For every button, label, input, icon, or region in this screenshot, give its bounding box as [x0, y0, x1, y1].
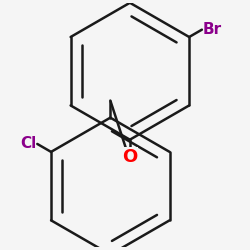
Text: Br: Br [203, 22, 222, 37]
Text: Cl: Cl [20, 136, 36, 152]
Text: O: O [122, 148, 138, 166]
